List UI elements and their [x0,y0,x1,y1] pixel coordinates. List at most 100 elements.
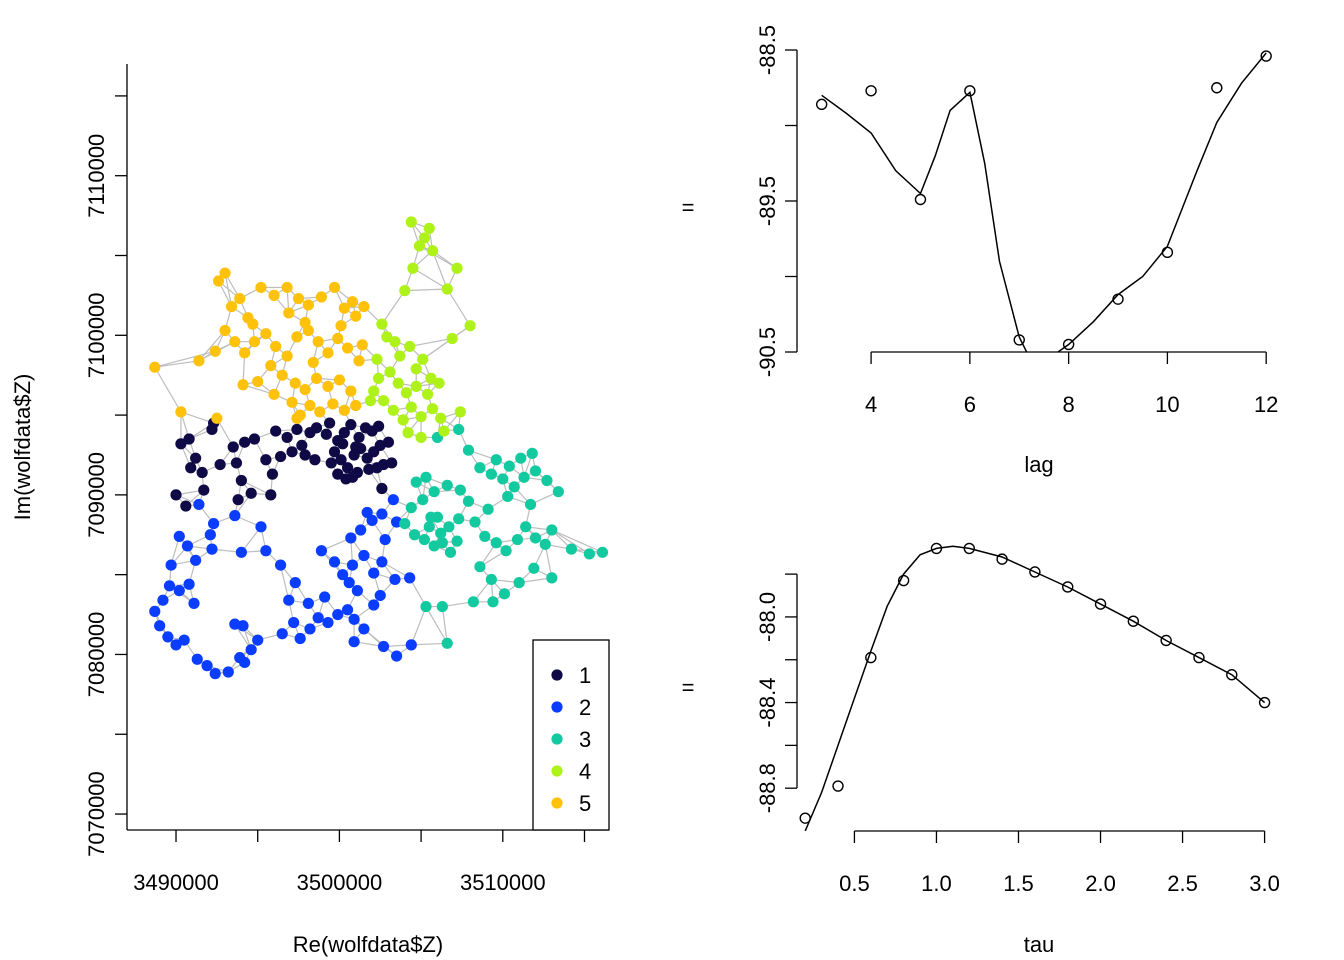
scatter-point [508,481,520,493]
scatter-point [276,628,288,640]
scatter-point [196,466,208,479]
y-tick-label: 7100000 [84,292,109,378]
scatter-point [464,320,476,332]
lag-axes: 4 6 8 10 12 -88.5 -89.5 -90.5 [755,25,1278,417]
scatter-point [405,502,417,514]
legend: 1 2 3 4 5 [532,639,610,831]
tau-clipped [804,545,1266,831]
scatter-point [546,524,558,536]
legend-label: 5 [579,791,591,816]
scatter-point [207,518,220,530]
scatter-point [441,637,453,649]
network-edge [404,288,448,292]
scatter-point [212,275,225,287]
scatter-point [368,599,380,611]
legend-box [532,639,610,831]
scatter-point [487,596,499,608]
scatter-point [379,533,391,546]
scatter-point [441,479,453,491]
scatter-point [474,462,486,474]
network-edge [544,544,553,578]
scatter-point [405,639,417,651]
scatter-point [225,300,238,313]
scatter-point [515,452,527,464]
scatter-point [302,299,314,311]
scatter-point [384,366,396,378]
scatter-point [397,414,409,426]
scatter-point [433,377,445,389]
network-edge [180,411,214,424]
scatter-point [376,482,388,495]
scatter-point [541,474,553,487]
tau-x-tick-label: 1.5 [1003,871,1034,896]
lag-plot-area [815,50,1272,352]
scatter-point [315,545,328,557]
scatter-point [235,546,247,558]
network-edge [280,564,290,601]
scatter-point [237,379,249,391]
tau-data-point [1160,634,1172,647]
scatter-point [438,425,450,437]
scatter-point [175,406,187,418]
scatter-point [310,422,323,434]
scatter-point [190,452,202,464]
scatter-point [173,585,185,597]
lag-data-point [1211,82,1223,94]
scatter-point [260,545,272,557]
lag-x-tick-label: 8 [1063,392,1075,417]
scatter-point [274,559,287,571]
scatter-point [348,636,360,648]
tau-data-point [1062,581,1074,593]
legend-marker [551,669,563,681]
scatter-point [405,216,417,228]
scatter-point [355,524,367,536]
scatter-point [453,423,465,436]
network-edge [425,606,448,644]
scatter-panel: 3490000 3500000 3510000 7070000 7080000 70900… [10,64,610,957]
scatter-point [474,561,486,573]
tau-x-axis-title: tau [1024,932,1055,957]
scatter-point [307,356,319,369]
lag-x-axis-title: lag [1024,452,1053,477]
scatter-point [565,543,578,555]
tau-data-point [996,553,1008,565]
network-edge [551,529,603,553]
scatter-point [451,535,463,547]
scatter-point [283,594,295,606]
scatter-point [219,324,231,337]
scatter-point [325,457,337,469]
scatter-point [309,454,321,466]
scatter-point [332,332,344,345]
scatter-point [417,494,429,506]
network-edge [431,250,448,290]
scatter-point [436,537,448,549]
scatter-point [405,401,417,413]
scatter-point [274,450,287,463]
series-4-points [364,216,476,444]
scatter-point [503,460,515,472]
network-edge [412,267,448,290]
scatter-point [185,462,197,474]
network-edge [419,245,458,269]
tau-y-tick-label: -88.0 [755,592,780,642]
tau-data-point [832,780,844,792]
scatter-point [415,431,427,444]
scatter-point [350,399,362,412]
x-tick-label: 3500000 [297,870,383,895]
scatter-point [255,281,267,294]
scatter-point [348,613,360,625]
scatter-point [529,465,542,477]
scatter-point [291,331,303,343]
lag-x-tick-label: 6 [964,392,976,417]
scatter-point [479,530,491,542]
scatter-point [281,281,293,294]
scatter-point [415,411,427,423]
lag-panel: 4 6 8 10 12 -88.5 -89.5 -90.5 lag = [682,25,1279,477]
scatter-point [237,620,249,632]
scatter-point [304,623,316,635]
scatter-point [206,423,218,436]
scatter-point [193,498,205,511]
scatter-point [423,222,435,234]
scatter-point [407,262,419,274]
lag-data-point [865,85,877,97]
